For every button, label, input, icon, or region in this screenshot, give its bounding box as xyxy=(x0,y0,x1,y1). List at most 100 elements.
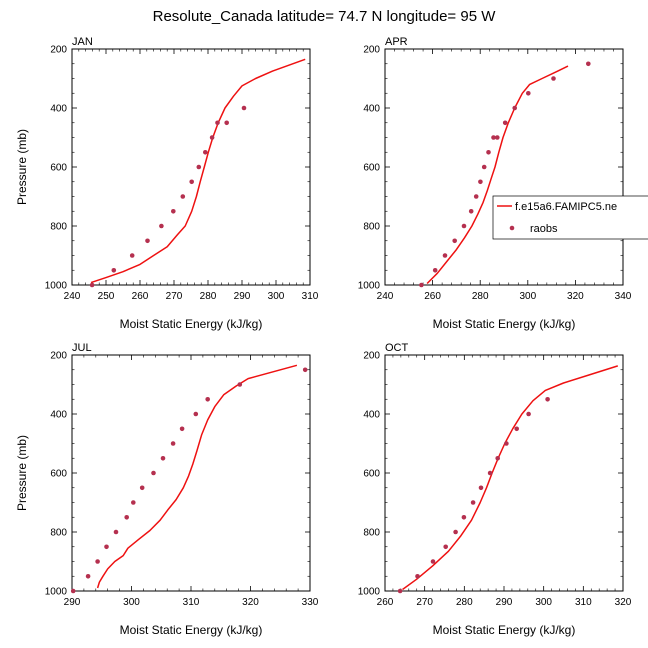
x-tick-label: 280 xyxy=(456,597,473,608)
panel-title: APR xyxy=(385,36,408,48)
raobs-point xyxy=(160,456,166,461)
panel-oct: OCT Moist Static Energy (kJ/kg) 260 270 28… xyxy=(358,342,632,637)
raobs-point xyxy=(189,179,194,185)
raobs-point xyxy=(139,485,145,491)
figure-title: Resolute_Canada latitude= 74.7 N longitu… xyxy=(152,8,496,25)
raobs-point xyxy=(171,209,176,214)
raobs-point xyxy=(209,135,215,140)
x-tick-label: 250 xyxy=(98,291,115,302)
y-tick-label: 200 xyxy=(363,351,380,362)
x-tick-label: 300 xyxy=(519,291,536,302)
legend-model-label: f.e15a6.FAMIPC5.ne xyxy=(515,201,617,213)
y-tick-label: 400 xyxy=(50,104,67,115)
x-tick-label: 270 xyxy=(166,291,183,302)
y-tick-label: 200 xyxy=(50,45,67,56)
y-tick-label: 800 xyxy=(50,528,67,539)
raobs-point xyxy=(432,268,438,273)
raobs-point xyxy=(89,282,95,288)
raobs-point xyxy=(151,470,156,476)
y-tick-label: 1000 xyxy=(45,587,68,598)
raobs-point xyxy=(237,382,243,387)
panel-title: OCT xyxy=(385,342,409,354)
data-marks xyxy=(397,365,619,594)
plot-frame xyxy=(384,354,624,592)
x-tick-label: 290 xyxy=(64,597,81,608)
raobs-point xyxy=(504,441,509,446)
y-tick-label: 600 xyxy=(50,469,67,480)
x-tick-label: 260 xyxy=(132,291,149,302)
y-tick-label: 800 xyxy=(50,222,67,233)
y-tick-label: 600 xyxy=(363,469,380,480)
x-tick-label: 270 xyxy=(416,597,433,608)
raobs-point xyxy=(224,120,229,126)
raobs-point xyxy=(478,485,484,491)
raobs-point xyxy=(70,588,76,594)
panel-title: JAN xyxy=(72,36,93,48)
axis-ticks: 240 250 260 270 280 290 300 310 200 400 600 800 1000 xyxy=(45,45,319,303)
x-tick-label: 340 xyxy=(615,291,632,302)
raobs-point xyxy=(203,150,208,155)
raobs-point xyxy=(526,411,531,417)
raobs-point xyxy=(468,209,474,214)
x-tick-label: 330 xyxy=(302,597,319,608)
x-tick-label: 260 xyxy=(377,597,394,608)
model-profile-line xyxy=(402,365,619,591)
raobs-point xyxy=(415,574,420,579)
y-tick-label: 400 xyxy=(50,410,67,421)
y-tick-label: 800 xyxy=(363,528,380,539)
x-tick-label: 240 xyxy=(377,291,394,302)
model-profile-line xyxy=(96,364,298,589)
plot-frame xyxy=(71,354,311,592)
raobs-point xyxy=(512,105,517,111)
panel-jan: JAN Moist Static Energy (kJ/kg) Pressure… xyxy=(15,36,319,331)
raobs-point xyxy=(442,253,448,258)
raobs-point xyxy=(502,120,508,126)
x-tick-label: 320 xyxy=(242,597,259,608)
y-axis-label: Pressure (mb) xyxy=(15,129,29,205)
raobs-point xyxy=(241,105,247,111)
plot-frame xyxy=(384,48,624,286)
x-tick-label: 300 xyxy=(268,291,285,302)
raobs-point xyxy=(170,441,176,446)
raobs-point xyxy=(495,135,500,140)
raobs-point xyxy=(180,194,186,199)
y-tick-label: 1000 xyxy=(45,281,68,292)
raobs-point xyxy=(526,91,531,96)
raobs-point xyxy=(481,164,487,170)
raobs-point xyxy=(205,397,210,402)
raobs-point xyxy=(104,544,109,550)
raobs-point xyxy=(461,223,467,229)
x-tick-label: 290 xyxy=(234,291,251,302)
x-axis-label: Moist Static Energy (kJ/kg) xyxy=(433,317,576,331)
raobs-point xyxy=(443,544,449,550)
raobs-point xyxy=(131,500,136,505)
raobs-point xyxy=(111,268,117,273)
raobs-point xyxy=(145,238,150,244)
axis-ticks: 290 300 310 320 330 200 400 600 800 1000 xyxy=(45,351,319,609)
raobs-point xyxy=(419,282,424,288)
raobs-point xyxy=(179,426,185,432)
x-tick-label: 320 xyxy=(615,597,632,608)
raobs-point xyxy=(486,150,491,155)
x-tick-label: 300 xyxy=(535,597,552,608)
raobs-point xyxy=(129,253,135,258)
y-tick-label: 400 xyxy=(363,410,380,421)
raobs-point xyxy=(215,120,220,126)
y-tick-label: 200 xyxy=(363,45,380,56)
panel-jul: JUL Moist Static Energy (kJ/kg) Pressure… xyxy=(15,342,319,637)
raobs-point xyxy=(545,397,550,402)
raobs-point xyxy=(85,574,91,579)
y-tick-label: 600 xyxy=(50,163,67,174)
x-tick-label: 310 xyxy=(575,597,592,608)
model-profile-line xyxy=(426,65,569,285)
x-axis-label: Moist Static Energy (kJ/kg) xyxy=(120,317,263,331)
data-marks xyxy=(419,61,591,288)
raobs-point xyxy=(430,559,436,564)
raobs-point xyxy=(551,76,556,81)
panel-title: JUL xyxy=(72,342,92,354)
x-tick-label: 280 xyxy=(472,291,489,302)
raobs-point xyxy=(452,238,458,244)
y-tick-label: 400 xyxy=(363,104,380,115)
axis-ticks: 260 270 280 290 300 310 320 200 400 600 800 1000 xyxy=(358,351,632,609)
